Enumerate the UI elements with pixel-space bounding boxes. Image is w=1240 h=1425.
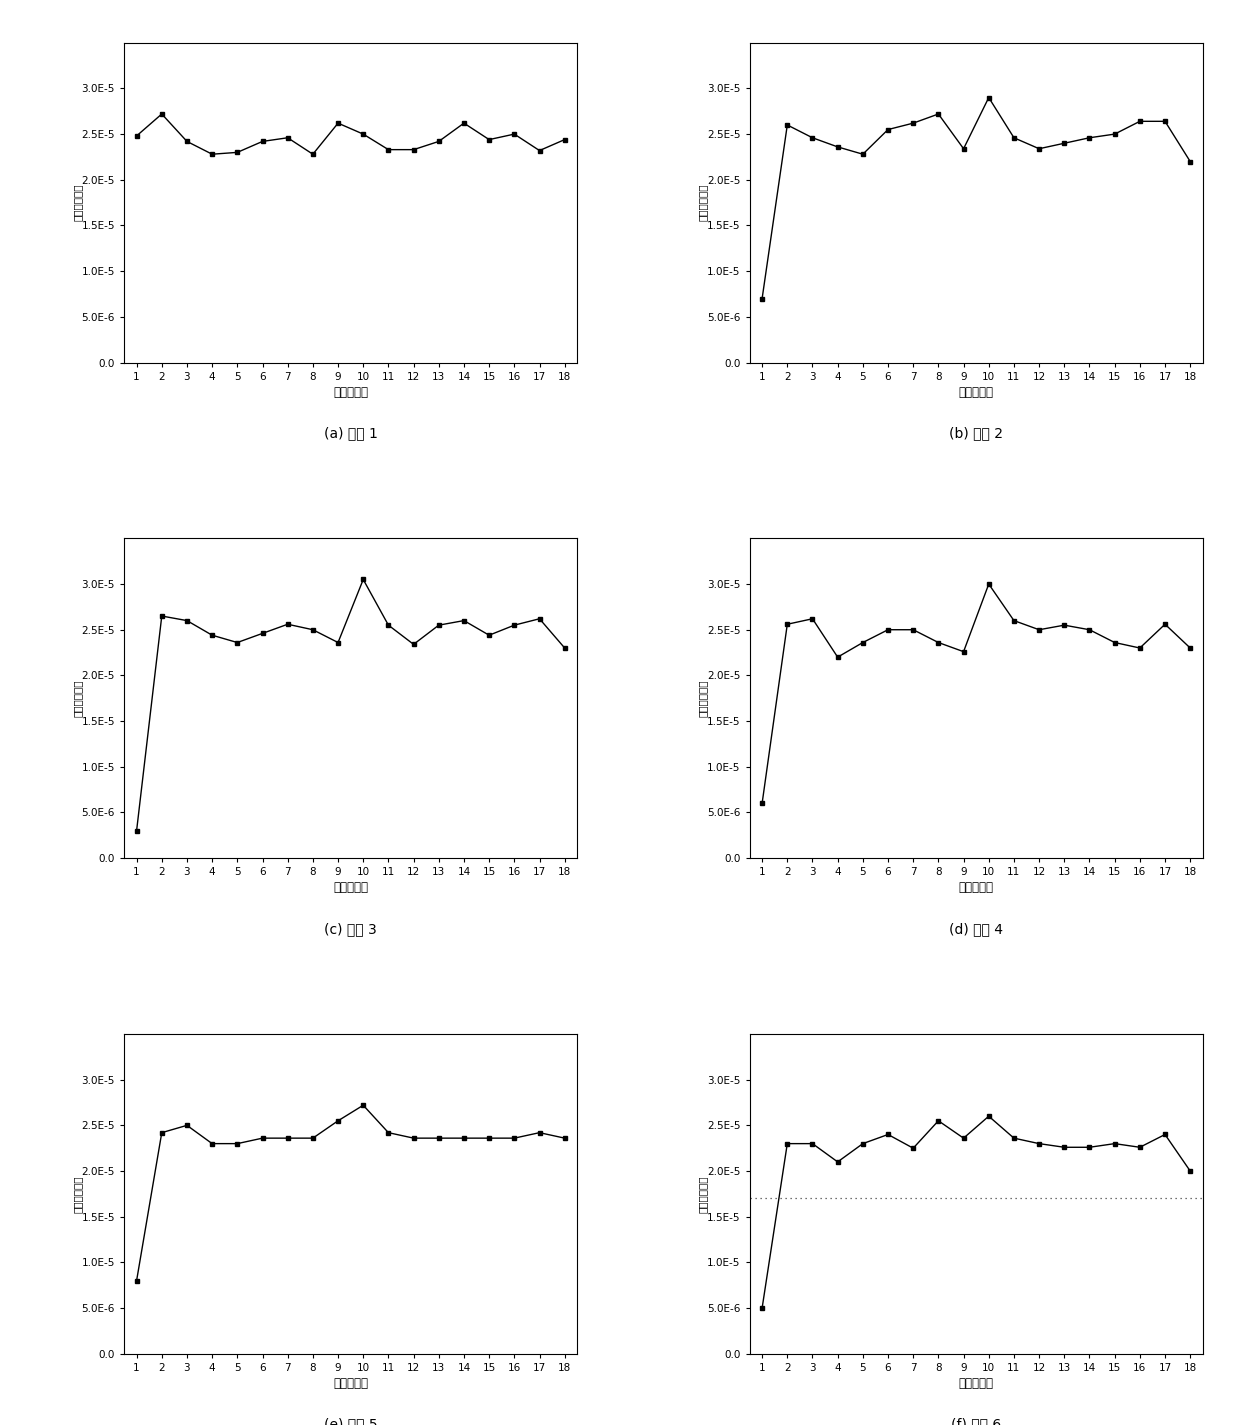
Text: (a) 工况 1: (a) 工况 1: [324, 426, 377, 440]
Y-axis label: 磁通波次幅值: 磁通波次幅值: [72, 1176, 82, 1213]
Y-axis label: 磁通波次幅值: 磁通波次幅值: [698, 680, 708, 717]
Text: (c) 工况 3: (c) 工况 3: [325, 922, 377, 936]
X-axis label: 定子槽编号: 定子槽编号: [959, 386, 993, 399]
Text: (e) 工况 5: (e) 工况 5: [324, 1418, 377, 1425]
X-axis label: 定子槽编号: 定子槽编号: [334, 386, 368, 399]
X-axis label: 定子槽编号: 定子槽编号: [959, 1377, 993, 1389]
Y-axis label: 磁通波次幅值: 磁通波次幅值: [72, 184, 82, 221]
Text: (b) 工况 2: (b) 工况 2: [949, 426, 1003, 440]
X-axis label: 定子槽编号: 定子槽编号: [334, 881, 368, 895]
Text: (d) 工况 4: (d) 工况 4: [949, 922, 1003, 936]
Y-axis label: 磁通波次幅值: 磁通波次幅值: [698, 1176, 708, 1213]
Y-axis label: 磁通波次幅值: 磁通波次幅值: [698, 184, 708, 221]
X-axis label: 定子槽编号: 定子槽编号: [334, 1377, 368, 1389]
Y-axis label: 磁通波次幅值: 磁通波次幅值: [72, 680, 82, 717]
X-axis label: 定子槽编号: 定子槽编号: [959, 881, 993, 895]
Text: (f) 工况 6: (f) 工况 6: [951, 1418, 1001, 1425]
